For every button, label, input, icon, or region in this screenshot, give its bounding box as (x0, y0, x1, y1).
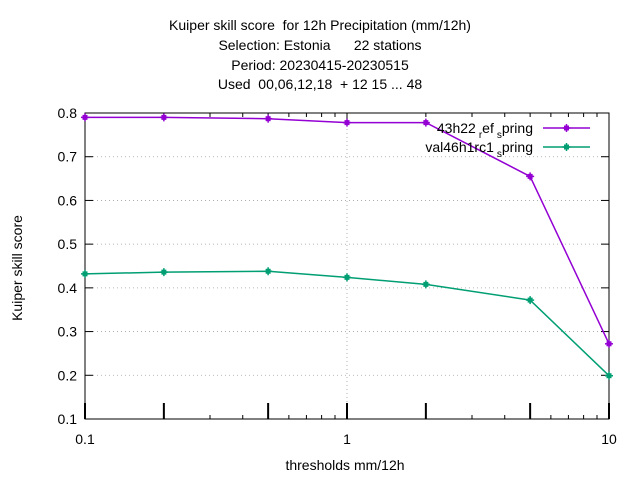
x-tick-label: 10 (601, 431, 617, 447)
legend: 43h22 ref spring val46h1rc1 spring (425, 120, 590, 160)
series-line-1 (84, 270, 610, 377)
data-point-1 (264, 267, 273, 276)
data-point-1 (159, 268, 168, 277)
legend-marker-0 (562, 124, 571, 132)
y-tick-label: 0.2 (58, 367, 78, 383)
data-point-0 (343, 118, 351, 127)
y-tick-label: 0.5 (58, 236, 78, 252)
data-point-0 (81, 113, 89, 122)
title-line-4: Used 00,06,12,18 + 12 15 ... 48 (217, 76, 423, 92)
y-tick-label: 0.6 (58, 192, 78, 208)
grid-lines (84, 112, 610, 420)
legend-marker-1 (562, 143, 571, 151)
title-line-3: Period: 20230415-20230515 (231, 57, 409, 73)
data-point-1 (343, 273, 351, 282)
data-point-1 (421, 280, 430, 289)
data-point-1 (81, 269, 89, 278)
data-point-0 (605, 339, 613, 348)
data-point-1 (605, 371, 613, 380)
data-point-0 (159, 113, 168, 122)
plot-frame (84, 112, 610, 420)
threshold-marks (84, 403, 610, 419)
y-tick-label: 0.7 (58, 149, 78, 165)
y-tick-label: 0.3 (58, 324, 78, 340)
title-line-2: Selection: Estonia 22 stations (218, 37, 422, 53)
title-line-1: Kuiper skill score for 12h Precipitation… (169, 17, 471, 33)
x-tick-label: 0.1 (75, 431, 95, 447)
x-axis-label: thresholds mm/12h (285, 457, 405, 473)
data-point-0 (264, 114, 273, 123)
y-tick-label: 0.4 (58, 280, 78, 296)
data-point-0 (526, 172, 535, 181)
data-point-1 (526, 296, 535, 305)
series-lines (81, 113, 613, 380)
x-tick-label: 1 (343, 431, 351, 447)
y-tick-label: 0.1 (58, 411, 78, 427)
y-tick-label: 0.8 (58, 105, 78, 121)
y-axis-label: Kuiper skill score (9, 215, 25, 321)
data-point-0 (421, 118, 430, 127)
legend-label-1: val46h1rc1 spring (425, 139, 533, 160)
legend-label-0: 43h22 ref spring (437, 120, 533, 141)
axis-ticks: 0.1 0.2 0.3 0.4 0.5 0.6 0.7 0.8 0.1 1 10 (58, 105, 617, 447)
